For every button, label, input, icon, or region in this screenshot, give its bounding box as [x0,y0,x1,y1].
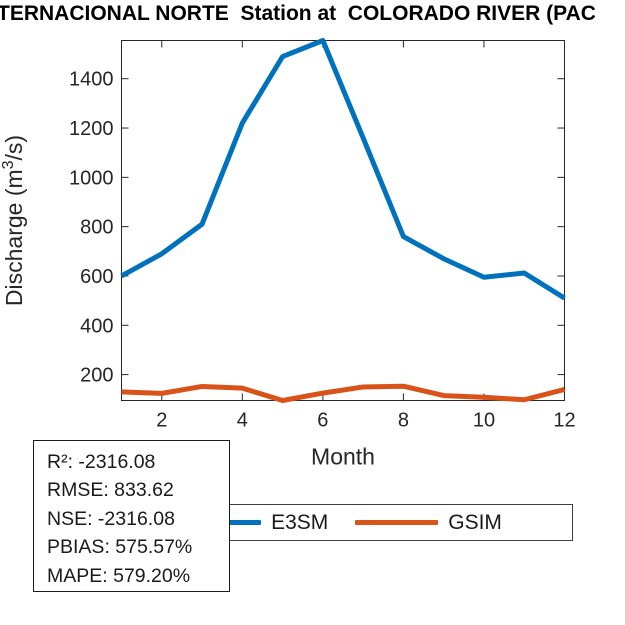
stat-r2: R²: -2316.08 [47,451,156,473]
y-tick-label: 800 [80,217,113,239]
stat-nse: NSE: -2316.08 [47,507,175,530]
y-tick-label: 1400 [69,69,114,91]
stat-rmse: RMSE: 833.62 [47,479,174,502]
x-tick-label: 2 [156,410,167,432]
gsim-series-line [121,383,566,403]
x-tick-label: 6 [317,410,328,432]
x-tick-label: 8 [398,410,409,432]
gsim-legend-line-sample [355,520,439,525]
chart-title: TERNACIONAL NORTE Station at COLORADO RI… [0,2,596,25]
y-tick-label: 1000 [69,167,114,189]
discharge-line-chart: 2 4 6 8 10 12 200 400 600 800 1000 1200 1400 Month Dis… [0,38,576,470]
x-tick-label: 10 [473,410,495,432]
gsim-legend-label: GSIM [448,510,502,534]
stat-mape: MAPE: 579.20% [47,564,191,587]
e3sm-legend-label: E3SM [271,510,329,534]
y-tick-label: 1200 [69,118,114,140]
y-tick-label: 600 [80,266,113,288]
x-tick-label: 12 [553,410,575,432]
x-tick-label: 4 [237,410,248,432]
y-tick-label: 400 [80,315,113,337]
stats-box: R²: -2316.08 RMSE: 833.62 NSE: -2316.08 … [33,440,230,592]
stat-pbias: PBIAS: 575.57% [47,536,193,559]
plot-box [121,40,565,401]
y-axis-label: Discharge (m3/s) [0,135,27,306]
e3sm-series-line [120,38,566,301]
x-axis-label: Month [311,444,375,470]
y-tick-label: 200 [80,365,113,387]
